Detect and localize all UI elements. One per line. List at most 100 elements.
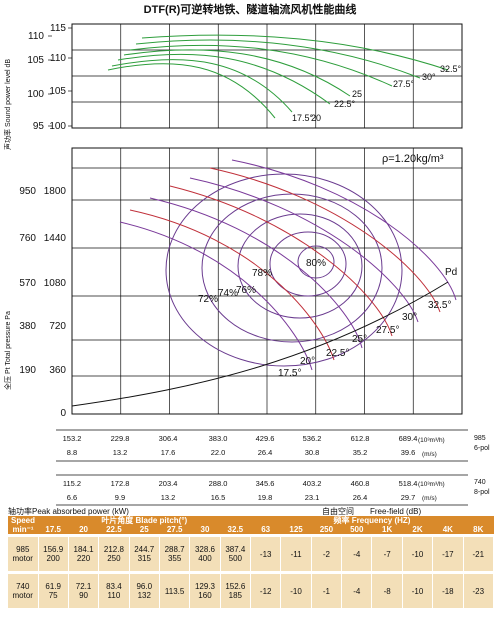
x985-flow-tick: 536.2 [303, 434, 322, 443]
x740-velocity-tick: 19.8 [258, 493, 273, 502]
pressure-y-985-tick: 1800 [44, 186, 67, 197]
freq-col: 500 [341, 525, 372, 534]
freq-col: 63 [250, 525, 281, 534]
freq-cell: -4 [341, 574, 373, 608]
speed-cell: 740 motor [8, 574, 39, 608]
pressure-y-985-tick: 360 [49, 365, 66, 376]
freq-cell: -1 [311, 574, 343, 608]
table-header-row: Speed min⁻¹ 叶片角度 Blade pitch(°) 频率 Frequ… [8, 516, 494, 534]
x985-velocity-tick: 13.2 [113, 448, 128, 457]
x985-flow-tick: 383.0 [209, 434, 228, 443]
blade-angle-label: 22.5° [326, 348, 349, 359]
x985-flow-tick: 612.8 [351, 434, 370, 443]
blade-curve-1 [129, 209, 335, 361]
x985-flow-tick: 153.2 [63, 434, 82, 443]
blade-angle-label: 20° [300, 356, 315, 367]
efficiency-labels: 80% 78% 76%74%72% [198, 258, 326, 305]
freq-cell: -2 [311, 537, 343, 571]
pitch-col: 32.5 [220, 525, 251, 534]
sound-y-left-tick: 95 [33, 121, 45, 132]
x985-velocity-ticks: 8.8 13.2 17.6 22.0 26.4 30.8 35.2 39.6 [67, 448, 416, 457]
sound-curve-6 [141, 34, 449, 71]
sound-y-right-tick: 105 [49, 86, 66, 97]
x985-velocity-tick: 39.6 [401, 448, 416, 457]
x985-velocity-tick: 35.2 [353, 448, 368, 457]
freq-cell: -10 [280, 574, 312, 608]
power-cell: 72.1 90 [68, 574, 100, 608]
blade-angle-label: 25° [352, 334, 367, 345]
x985-velocity-tick: 17.6 [161, 448, 176, 457]
pitch-col: 17.5 [38, 525, 69, 534]
speed-header: Speed min⁻¹ [8, 516, 38, 534]
efficiency-contour-4 [165, 173, 403, 367]
sound-curve-3 [123, 49, 351, 97]
freq-cell: -10 [402, 574, 434, 608]
table-row: 985 motor 156.9 200 184.1 220 212.8 250 … [8, 537, 495, 571]
power-cell: 113.5 [159, 574, 191, 608]
efficiency-contour-3 [201, 193, 383, 343]
sound-curve-5 [135, 39, 421, 79]
pd-curve-line [71, 281, 449, 407]
sound-y-axis-label: 声功率 Sound power level dB [3, 59, 12, 150]
table-row: 740 motor 61.9 75 72.1 90 83.4 110 96.0 … [8, 574, 495, 608]
pressure-y-985-tick: 720 [49, 321, 66, 332]
pitch-col: 22.5 [98, 525, 130, 534]
freq-cell: -8 [371, 574, 403, 608]
x740-flow-tick: 172.8 [111, 479, 130, 488]
x740-flow-tick: 345.6 [256, 479, 275, 488]
x740-velocity-tick: 6.6 [67, 493, 77, 502]
sound-curve-2 [117, 53, 331, 105]
sound-y-right-tick: 115 [50, 23, 66, 34]
blade-curve-3 [169, 185, 393, 337]
x985-flow-tick: 229.8 [111, 434, 130, 443]
x985-unit-velocity: (m/s) [422, 451, 437, 458]
x740-flow-tick: 288.0 [209, 479, 228, 488]
pressure-grid [72, 148, 462, 414]
x985-flow-ticks: 153.2 229.8 306.4 383.0 429.6 536.2 612.8 689.4 [63, 434, 418, 443]
efficiency-contour-0 [297, 245, 335, 279]
table-subheader-row: 17.5 20 22.5 25 27.5 30 32.5 63 125 250 … [8, 525, 494, 534]
freefield-caption-cn: 自由空间 [322, 506, 354, 516]
sound-blade-label: 32.5° [440, 64, 462, 74]
pitch-header: 叶片角度 Blade pitch(°) [38, 516, 251, 525]
pressure-y-740-ticks: 950 760 570 380 190 [19, 186, 36, 376]
freq-header: 频率 Frequency (HZ) [250, 516, 494, 525]
efficiency-contour-1 [269, 231, 347, 297]
x985-velocity-tick: 30.8 [305, 448, 320, 457]
sound-y-left-tick: 105 [27, 55, 44, 66]
efficiency-label: 74% [218, 288, 238, 299]
power-cell: 387.4 500 [220, 537, 252, 571]
x740-velocity-ticks: 6.6 9.9 13.2 16.5 19.8 23.1 26.4 29.7 [67, 493, 416, 502]
pressure-y-985-tick: 1080 [44, 278, 67, 289]
sound-blade-label: 22.5° [334, 99, 356, 109]
freq-col: 4K [432, 525, 464, 534]
power-caption: 轴功率Peak absorbed power (kW) [8, 506, 129, 516]
freq-cell: -11 [280, 537, 312, 571]
sound-blade-label: 25 [352, 89, 362, 99]
sound-y-right-tick: 110 [50, 53, 66, 64]
x985-velocity-tick: 26.4 [258, 448, 273, 457]
x740-flow-ticks: 115.2 172.8 203.4 288.0 345.6 403.2 460.8 518.4 [63, 479, 418, 488]
x985-velocity-tick: 22.0 [211, 448, 226, 457]
freq-cell: -18 [432, 574, 464, 608]
freefield-caption-en: Free-field (dB) [370, 507, 421, 516]
efficiency-contours [165, 173, 403, 367]
freq-cell: -10 [402, 537, 434, 571]
blade-angle-label: 30° [402, 312, 417, 323]
x740-flow-tick: 518.4 [399, 479, 418, 488]
freq-cell: -4 [341, 537, 373, 571]
x740-velocity-tick: 13.2 [161, 493, 176, 502]
power-cell: 61.9 75 [38, 574, 69, 608]
power-cell: 129.3 160 [189, 574, 221, 608]
power-cell: 184.1 220 [68, 537, 100, 571]
sound-blade-label: 30° [422, 72, 436, 82]
x985-unit-flow: (10³m³/h) [418, 437, 445, 444]
sound-curve-0 [107, 63, 276, 119]
x740-flow-tick: 403.2 [303, 479, 322, 488]
sound-blade-label: 17.5° [292, 113, 314, 123]
x740-flow-tick: 203.4 [159, 479, 178, 488]
x740-velocity-tick: 26.4 [353, 493, 368, 502]
x985-flow-tick: 689.4 [399, 434, 418, 443]
sound-curve-4 [129, 44, 393, 87]
pressure-y-axis-label: 全压 Pt Total pressure Pa [3, 311, 12, 390]
